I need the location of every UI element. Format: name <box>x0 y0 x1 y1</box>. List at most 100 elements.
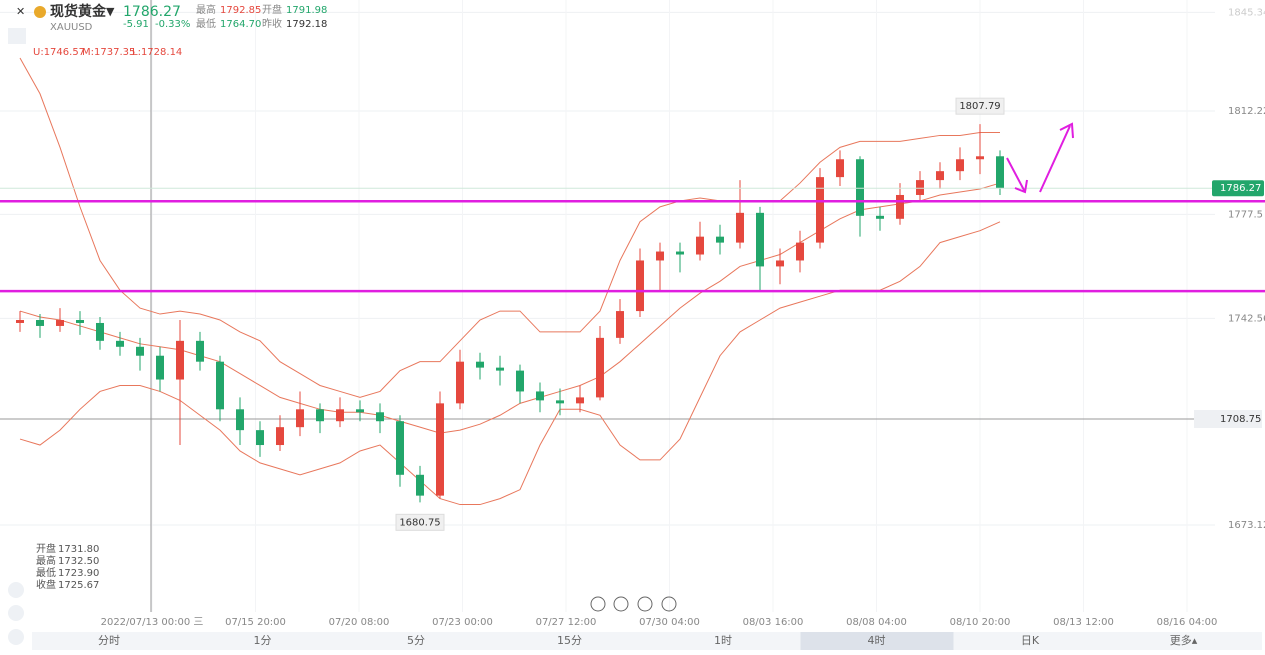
candle-body <box>356 409 364 413</box>
max-label: 1807.79 <box>959 101 1000 112</box>
pen-button[interactable] <box>8 605 24 621</box>
candle-body <box>456 361 464 404</box>
ohlc-key: 最高 <box>36 554 56 567</box>
candle-body <box>196 340 204 362</box>
zoom-in[interactable] <box>661 596 677 612</box>
line-button[interactable] <box>8 629 24 645</box>
timeframe-tab[interactable]: 更多▴ <box>1170 633 1198 647</box>
draw-tool-icon[interactable] <box>8 28 26 44</box>
candle-body <box>416 474 424 496</box>
y-tick-label: 1812.22 <box>1228 106 1265 117</box>
down-arrow <box>1006 157 1028 194</box>
timeframe-tab[interactable]: 日K <box>1021 634 1040 647</box>
ohlc-key: 收盘 <box>36 578 56 591</box>
candle-body <box>76 320 84 323</box>
change-pct: -0.33% <box>155 19 190 30</box>
candle-body <box>36 320 44 326</box>
band-upper <box>19 57 1000 398</box>
ohlc-key: 最低 <box>36 566 56 579</box>
y-tick-label: 1742.56 <box>1228 313 1265 324</box>
candle-body <box>576 397 584 404</box>
candle-body <box>836 159 844 178</box>
low-label: 最低 <box>196 17 216 30</box>
candle-body <box>336 409 344 422</box>
timeframe-tab[interactable]: 1分 <box>254 634 272 647</box>
candle-body <box>96 322 104 341</box>
up-arrow <box>1039 122 1074 193</box>
prev-button[interactable] <box>613 596 629 612</box>
candle-body <box>796 242 804 261</box>
candle-body <box>596 337 604 398</box>
candle-body <box>176 340 184 380</box>
timeframe-tab[interactable]: 分时 <box>98 634 120 647</box>
candle-body <box>916 180 924 195</box>
candle-body <box>496 367 504 371</box>
candle-body <box>736 212 744 243</box>
candle-body <box>656 251 664 261</box>
candle-body <box>316 409 324 422</box>
x-tick-label: 08/03 16:00 <box>743 617 804 628</box>
tab-bar <box>32 632 1262 650</box>
candle-body <box>116 340 124 347</box>
reference-label: 1708.75 <box>1220 414 1261 425</box>
candle-body <box>636 260 644 312</box>
x-tick-label: 08/13 12:00 <box>1053 617 1114 628</box>
x-tick-label: 07/30 04:00 <box>639 617 700 628</box>
x-tick-label: 07/15 20:00 <box>225 617 286 628</box>
candle-body <box>396 421 404 475</box>
symbol: XAUUSD <box>50 22 93 33</box>
next-button[interactable] <box>637 596 653 612</box>
timeframe-tabs: 分时 1分 5分 15分 1时 4时 日K 更多▴ <box>98 632 1198 650</box>
indicator-button[interactable] <box>8 582 24 598</box>
candle-body <box>256 430 264 446</box>
timeframe-tab[interactable]: 15分 <box>557 634 582 647</box>
dropdown-arrow[interactable]: ▼ <box>106 5 115 18</box>
candle-body <box>16 320 24 323</box>
ohlc-value: 1723.90 <box>58 568 99 579</box>
band-lower-value: L:1728.14 <box>132 47 182 58</box>
x-tick-label: 07/23 00:00 <box>432 617 493 628</box>
candle-body <box>436 403 444 496</box>
y-tick-label: 1673.12 <box>1228 520 1265 531</box>
y-tick-label: 1777.5 <box>1228 209 1263 220</box>
timeframe-tab[interactable]: 4时 <box>868 634 886 647</box>
candle-body <box>816 177 824 243</box>
ohlc-key: 开盘 <box>36 542 56 555</box>
candle-body <box>696 236 704 255</box>
min-label: 1680.75 <box>399 517 440 528</box>
open: 1791.98 <box>286 5 327 16</box>
close-icon[interactable]: ✕ <box>16 5 25 18</box>
price: 1786.27 <box>123 4 181 20</box>
high: 1792.85 <box>220 5 261 16</box>
open-label: 开盘 <box>262 3 282 16</box>
prev: 1792.18 <box>286 19 327 30</box>
candle-body <box>856 159 864 216</box>
candle-body <box>976 156 984 160</box>
candle-body <box>276 427 284 446</box>
low: 1764.70 <box>220 19 261 30</box>
timeframe-tab[interactable]: 1时 <box>714 634 732 647</box>
candle-body <box>56 320 64 326</box>
gold-icon <box>34 6 46 18</box>
timeframe-tab[interactable]: 5分 <box>407 634 425 647</box>
instrument-name[interactable]: 现货黄金 <box>50 3 107 20</box>
candle-body <box>556 400 564 404</box>
max-tag <box>955 97 1005 115</box>
candle-body <box>676 251 684 255</box>
candle-body <box>716 236 724 243</box>
candle-body <box>536 391 544 401</box>
candle-body <box>156 355 164 380</box>
selected-tab <box>800 632 954 650</box>
zoom-out[interactable] <box>590 596 606 612</box>
candle-body <box>296 409 304 428</box>
candle-body <box>516 370 524 392</box>
x-tick-label: 07/27 12:00 <box>536 617 597 628</box>
candle-body <box>876 215 884 219</box>
candle-body <box>236 409 244 431</box>
band-middle-value: M:1737.35 <box>82 47 135 58</box>
x-tick-label: 08/10 20:00 <box>950 617 1011 628</box>
